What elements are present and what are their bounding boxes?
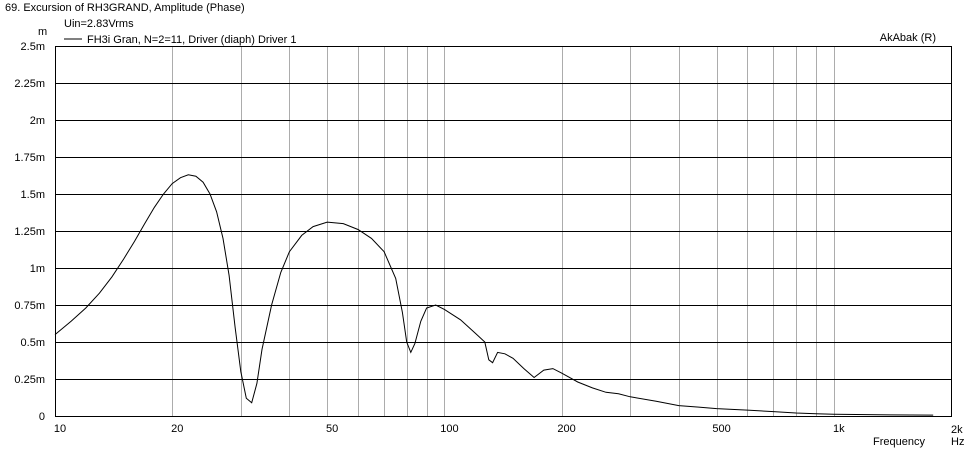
y-tick-labels: 0 0.25m 0.5m 0.75m 1m 1.25m 1.5m 1.75m 2m 2.25m 2.…: [14, 41, 45, 423]
chart-title: 69. Excursion of RH3GRAND, Amplitude (Ph…: [5, 2, 245, 14]
plot-frame: [55, 46, 952, 417]
x-tick-label: 2k: [951, 424, 963, 436]
y-tick-label: 1.5m: [21, 189, 45, 201]
y-tick-label: 0: [39, 411, 45, 423]
input-voltage-annotation: Uin=2.83Vrms: [64, 18, 134, 30]
axes: [55, 46, 952, 417]
y-tick-label: 1.25m: [14, 226, 45, 238]
x-tick-label: 50: [326, 423, 338, 435]
y-tick-label: 1m: [30, 263, 45, 275]
legend: FH3i Gran, N=2=11, Driver (diaph) Driver…: [64, 34, 296, 46]
series-line: [54, 174, 934, 416]
y-tick-label: 0.25m: [14, 374, 45, 386]
x-axis-unit: Hz: [951, 436, 964, 448]
akabak-watermark: AkAbak (R): [880, 32, 936, 44]
x-tick-label: 100: [440, 423, 458, 435]
y-tick-label: 0.75m: [14, 300, 45, 312]
grid: [55, 46, 951, 416]
legend-label: FH3i Gran, N=2=11, Driver (diaph) Driver…: [87, 34, 296, 46]
x-tick-label: 10: [54, 423, 66, 435]
x-tick-label: 200: [557, 423, 575, 435]
y-tick-label: 2m: [30, 115, 45, 127]
y-tick-label: 2.5m: [21, 41, 45, 53]
y-tick-label: 1.75m: [14, 152, 45, 164]
y-axis-unit: m: [38, 26, 47, 38]
x-tick-labels: 10 20 50 100 200 500 1k 2k: [54, 423, 963, 436]
y-tick-label: 2.25m: [14, 78, 45, 90]
y-tick-label: 0.5m: [21, 337, 45, 349]
x-tick-label: 500: [712, 423, 730, 435]
x-tick-label: 20: [171, 423, 183, 435]
x-axis-label: Frequency: [873, 436, 925, 448]
x-tick-label: 1k: [833, 423, 845, 435]
